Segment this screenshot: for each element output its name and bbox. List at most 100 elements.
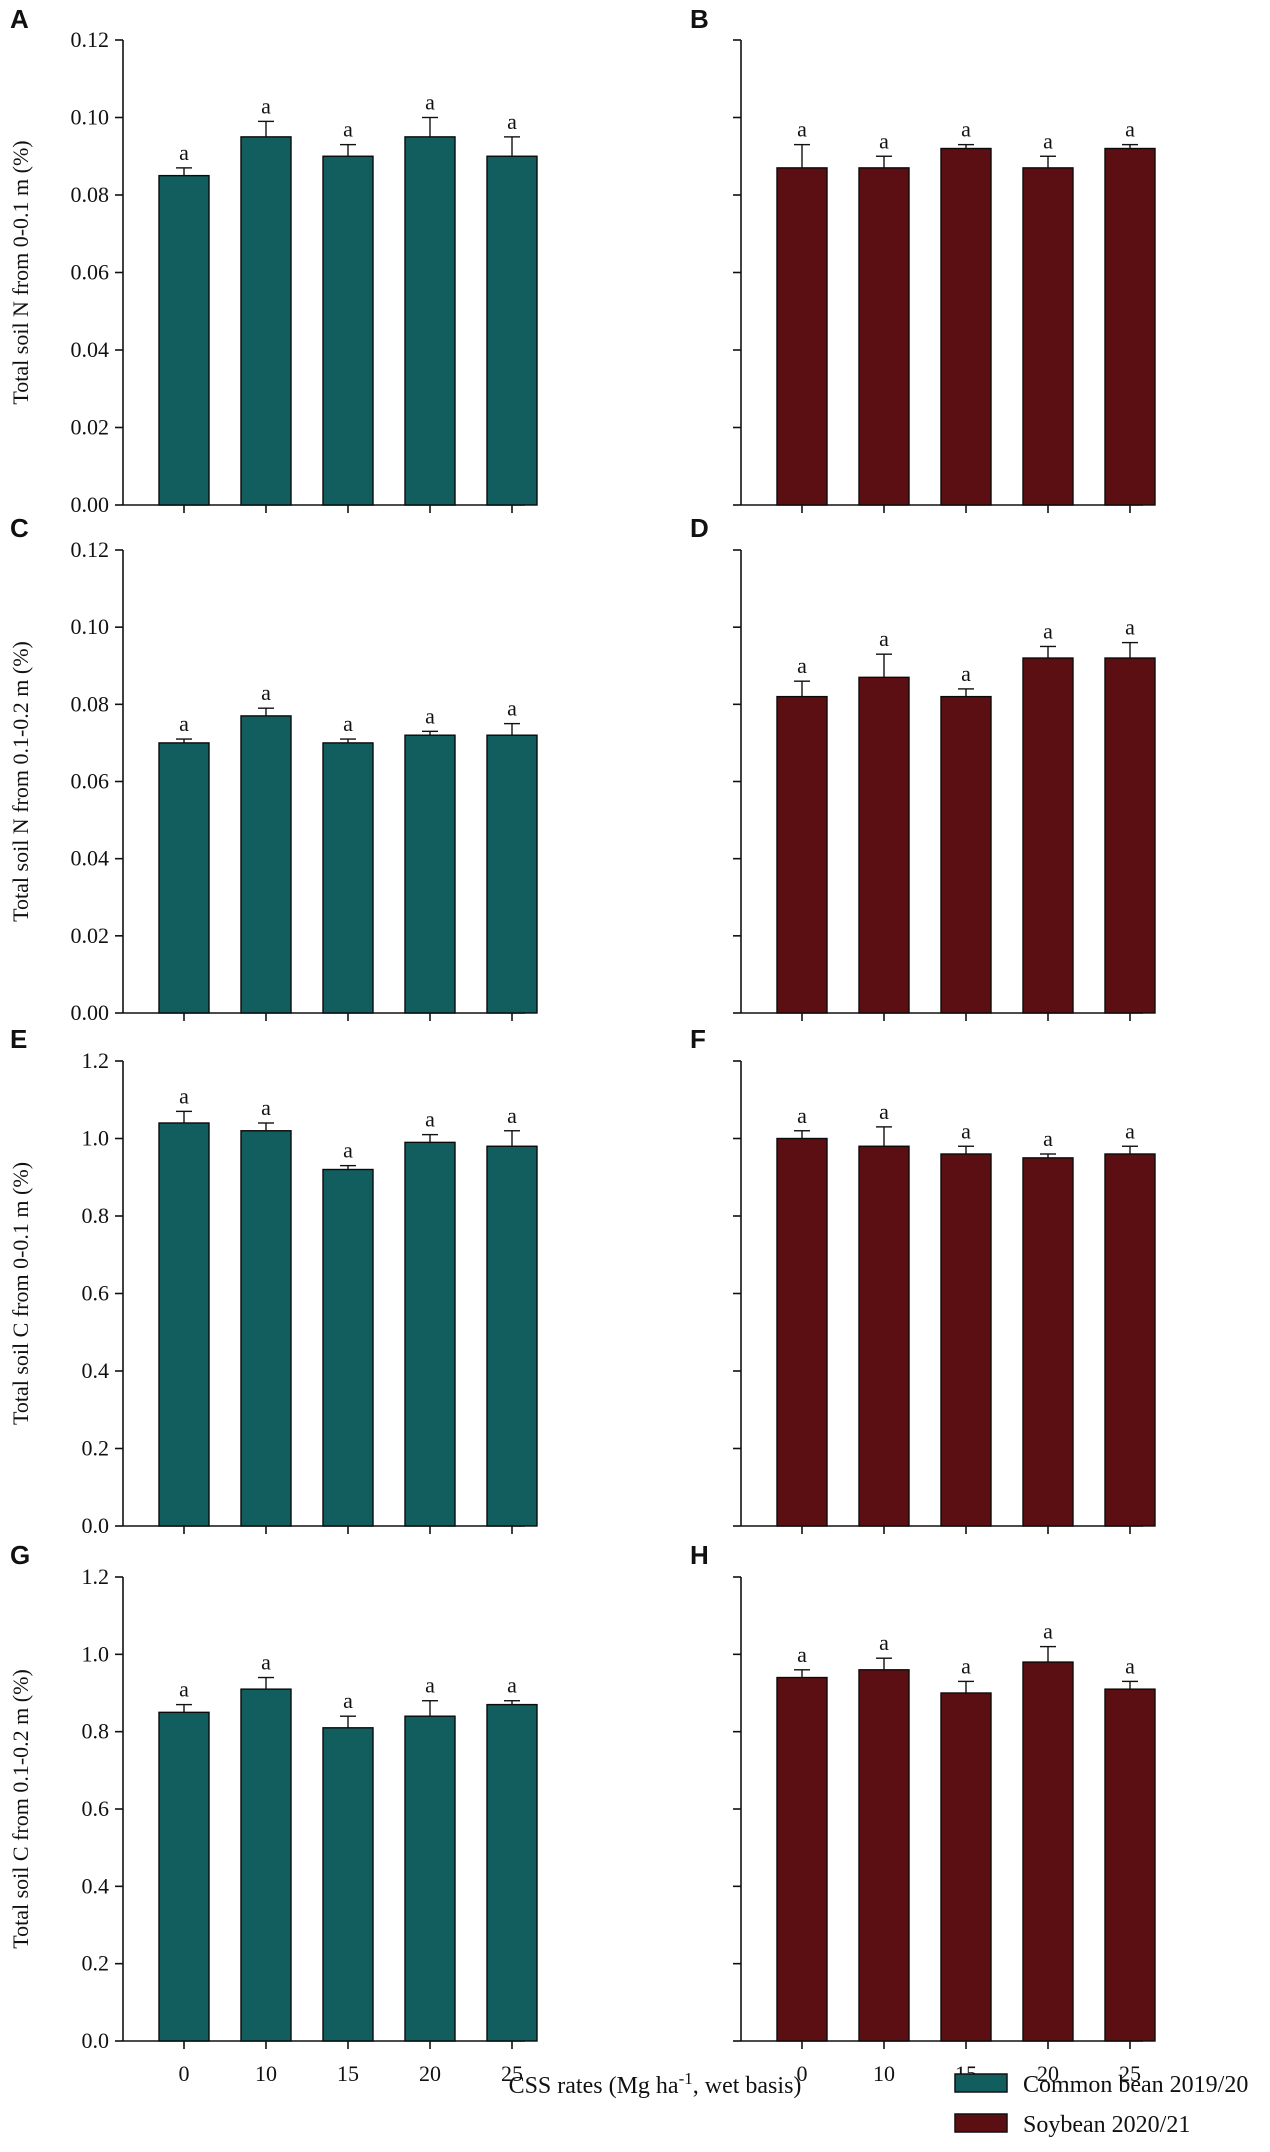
bar-b-20: [1022, 167, 1074, 506]
legend: Common bean 2019/20 Soybean 2020/21: [954, 2072, 1248, 2138]
bar-h-15: [940, 1692, 992, 2042]
panel-e: E 0.0 0.2 0.4 0.6 0.8 1.0 1.2 Total soil C from …: [8, 1024, 538, 1538]
bar-f-0: [776, 1137, 828, 1527]
panel-h: Ha0a10a15a20a25: [690, 1540, 1156, 2086]
significance-label: a: [797, 117, 807, 142]
y-tick-label: 0.04: [71, 337, 110, 362]
x-tick-label: 10: [873, 2061, 895, 2086]
significance-label: a: [961, 1118, 971, 1143]
significance-label: a: [261, 1095, 271, 1120]
significance-label: a: [507, 1673, 517, 1698]
significance-label: a: [425, 1107, 435, 1132]
y-tick-label: 1.0: [82, 1126, 110, 1151]
bar-d-25: [1104, 657, 1156, 1014]
y-tick-label: 0.00: [71, 492, 110, 517]
significance-label: a: [961, 661, 971, 686]
bar-h-10: [858, 1669, 910, 2042]
bar-d-0: [776, 695, 828, 1014]
y-tick-label: 0.0: [82, 1513, 110, 1538]
significance-label: a: [797, 653, 807, 678]
bar-a-15: [322, 155, 374, 506]
panel-a: A 0.00 0.02 0.04 0.06 0.08 0.10 0.12 Total soil …: [8, 4, 538, 517]
significance-label: a: [1043, 1619, 1053, 1644]
bar-b-25: [1104, 147, 1156, 506]
significance-label: a: [261, 93, 271, 118]
panel-c: C 0.00 0.02 0.04 0.06 0.08 0.10 0.12 Total soil …: [8, 513, 538, 1025]
significance-label: a: [1125, 1653, 1135, 1678]
y-tick-label: 0.10: [71, 614, 110, 639]
significance-label: a: [425, 1673, 435, 1698]
bar-e-15: [322, 1168, 374, 1527]
bar-c-0: [158, 742, 210, 1014]
y-tick-label: 0.02: [71, 923, 110, 948]
y-tick-label: 0.4: [82, 1873, 110, 1898]
x-tick-label: 15: [337, 2061, 359, 2086]
bar-c-15: [322, 742, 374, 1014]
bar-c-25: [486, 734, 538, 1014]
panel-letter-f: F: [690, 1024, 706, 1054]
bar-g-0: [158, 1711, 210, 2042]
significance-label: a: [179, 711, 189, 736]
y-tick-label: 0.06: [71, 260, 110, 285]
panel-letter-g: G: [10, 1540, 30, 1570]
y-tick-label: 0.02: [71, 415, 110, 440]
significance-label: a: [1043, 1126, 1053, 1151]
significance-label: a: [507, 696, 517, 721]
y-tick-label: 0.04: [71, 846, 110, 871]
significance-label: a: [961, 117, 971, 142]
y-tick-label: 0.6: [82, 1796, 110, 1821]
legend-label-soybean: Soybean 2020/21: [1023, 2112, 1190, 2138]
x-tick-label: 0: [179, 2061, 190, 2086]
y-tick-label: 0.8: [82, 1203, 110, 1228]
y-tick-label: 0.10: [71, 105, 110, 130]
bar-b-10: [858, 167, 910, 506]
y-tick-label: 1.2: [82, 1048, 110, 1073]
panel-letter-a: A: [10, 4, 29, 34]
significance-label: a: [797, 1642, 807, 1667]
y-tick-label: 0.00: [71, 1000, 110, 1025]
x-tick-label: 0: [797, 2061, 808, 2086]
bar-d-10: [858, 676, 910, 1014]
bar-g-20: [404, 1715, 456, 2042]
significance-label: a: [879, 1630, 889, 1655]
significance-label: a: [343, 1138, 353, 1163]
panel-f: Fa a a a a: [690, 1024, 1156, 1534]
significance-label: a: [507, 1103, 517, 1128]
bar-f-10: [858, 1145, 910, 1527]
y-tick-label: 0.12: [71, 537, 110, 562]
x-tick-label: 25: [1119, 2061, 1141, 2086]
y-axis-label: Total soil C from 0-0.1 m (%): [8, 1162, 33, 1425]
significance-label: a: [179, 1083, 189, 1108]
bar-e-0: [158, 1122, 210, 1527]
bar-g-25: [486, 1703, 538, 2042]
panel-b: Ba a a a a: [690, 4, 1156, 513]
y-axis-label: Total soil N from 0.1-0.2 m (%): [8, 641, 33, 922]
significance-label: a: [879, 1099, 889, 1124]
panel-letter-h: H: [690, 1540, 709, 1570]
bar-b-15: [940, 147, 992, 506]
panel-letter-e: E: [10, 1024, 27, 1054]
significance-label: a: [179, 140, 189, 165]
bar-a-0: [158, 174, 210, 506]
y-tick-label: 0.6: [82, 1281, 110, 1306]
bar-h-0: [776, 1676, 828, 2042]
bar-c-20: [404, 734, 456, 1014]
significance-label: a: [1043, 618, 1053, 643]
significance-label: a: [797, 1103, 807, 1128]
bar-d-15: [940, 695, 992, 1014]
legend-label-common-bean: Common bean 2019/20: [1023, 2072, 1248, 2098]
bar-f-25: [1104, 1153, 1156, 1527]
significance-label: a: [961, 1653, 971, 1678]
significance-label: a: [879, 128, 889, 153]
bar-f-20: [1022, 1157, 1074, 1527]
significance-label: a: [1125, 117, 1135, 142]
bar-e-10: [240, 1130, 292, 1527]
bar-h-20: [1022, 1661, 1074, 2042]
y-tick-label: 0.2: [82, 1436, 110, 1461]
y-tick-label: 1.0: [82, 1641, 110, 1666]
y-tick-label: 0.4: [82, 1358, 110, 1383]
significance-label: a: [343, 1688, 353, 1713]
bar-f-15: [940, 1153, 992, 1527]
panel-g: G 0.0 0.2 0.4 0.6 0.8 1.0 1.2 Total soil C from …: [8, 1540, 538, 2086]
